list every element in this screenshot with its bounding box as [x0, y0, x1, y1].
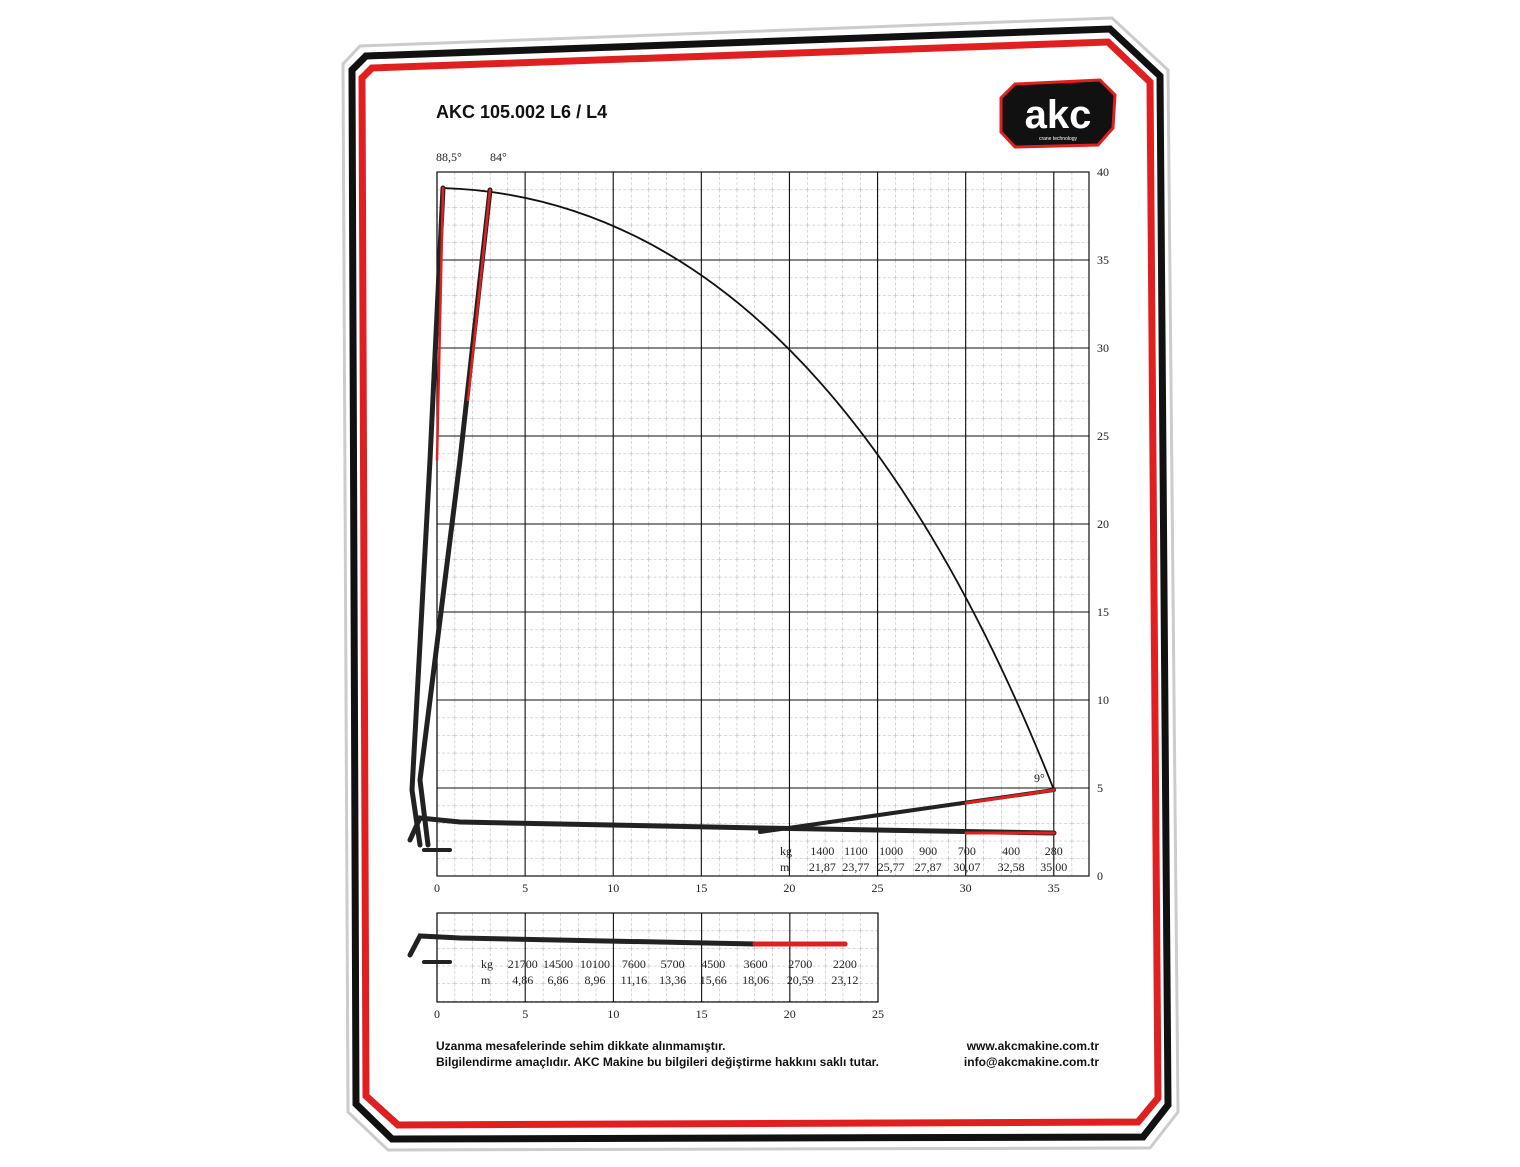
title: AKC 105.002 L6 / L4 [436, 102, 607, 122]
unit-label: kg [780, 844, 792, 858]
logo-badge [999, 78, 1117, 149]
footer-note: Uzanma mesafelerinde sehim dikkate alınm… [436, 1039, 725, 1053]
load-kg: 4500 [701, 957, 725, 971]
load-kg: 14500 [543, 957, 573, 971]
x-tick-label: 0 [434, 1007, 440, 1021]
load-kg: 700 [958, 844, 976, 858]
load-kg: 5700 [661, 957, 685, 971]
frame-black [348, 25, 1172, 1143]
contact: info@akcmakine.com.tr [964, 1055, 1099, 1069]
load-kg: 2200 [833, 957, 857, 971]
load-kg: 1100 [844, 844, 868, 858]
load-distance: 35,00 [1040, 860, 1067, 874]
load-kg: 10100 [580, 957, 610, 971]
load-distance: 23,12 [831, 973, 858, 987]
unit-label: m [481, 973, 491, 987]
x-tick-label: 35 [1048, 881, 1060, 895]
angle-label: 88,5° [436, 150, 462, 164]
logo: akc crane technology [999, 78, 1117, 149]
y-tick-label: 35 [1097, 253, 1109, 267]
y-tick-label: 30 [1097, 341, 1109, 355]
load-distance: 13,36 [659, 973, 686, 987]
load-distance: 25,77 [878, 860, 905, 874]
contact: www.akcmakine.com.tr [966, 1039, 1100, 1053]
y-tick-label: 10 [1097, 693, 1109, 707]
angle-label: 9° [1034, 771, 1045, 785]
load-distance: 6,86 [548, 973, 569, 987]
load-distance: 21,87 [809, 860, 836, 874]
footer-note: Bilgilendirme amaçlıdır. AKC Makine bu b… [436, 1055, 879, 1069]
y-tick-label: 15 [1097, 605, 1109, 619]
ext-plot-area [436, 912, 879, 1003]
load-distance: 23,77 [842, 860, 869, 874]
x-tick-label: 0 [434, 881, 440, 895]
load-distance: 11,16 [621, 973, 648, 987]
frame-red [358, 38, 1162, 1129]
load-kg: 1000 [879, 844, 903, 858]
x-tick-label: 20 [783, 881, 795, 895]
load-kg: 2700 [788, 957, 812, 971]
x-tick-label: 10 [607, 881, 619, 895]
load-distance: 30,07 [953, 860, 980, 874]
load-kg: 400 [1002, 844, 1020, 858]
x-tick-label: 5 [522, 881, 528, 895]
y-tick-label: 25 [1097, 429, 1109, 443]
logo-tagline: crane technology [1039, 136, 1078, 142]
angle-label: 84° [490, 150, 507, 164]
load-kg: 280 [1045, 844, 1063, 858]
x-tick-label: 30 [960, 881, 972, 895]
x-tick-label: 25 [872, 1007, 884, 1021]
load-distance: 4,86 [512, 973, 533, 987]
load-kg: 900 [919, 844, 937, 858]
x-tick-label: 5 [522, 1007, 528, 1021]
x-tick-label: 25 [872, 881, 884, 895]
boom-drawing [407, 185, 1057, 964]
logo-text: akc [1025, 93, 1092, 137]
load-distance: 32,58 [998, 860, 1025, 874]
load-kg: 21700 [508, 957, 538, 971]
x-tick-label: 15 [695, 881, 707, 895]
load-kg: 7600 [622, 957, 646, 971]
load-distance: 8,96 [585, 973, 606, 987]
y-tick-label: 0 [1097, 869, 1103, 883]
unit-label: m [780, 860, 790, 874]
unit-label: kg [481, 957, 493, 971]
reach-envelope [442, 187, 1055, 791]
grid-layer [436, 171, 1089, 1002]
load-distance: 20,59 [787, 973, 814, 987]
y-tick-label: 20 [1097, 517, 1109, 531]
load-kg: 3600 [744, 957, 768, 971]
x-tick-label: 20 [784, 1007, 796, 1021]
load-distance: 18,06 [742, 973, 769, 987]
x-tick-label: 15 [696, 1007, 708, 1021]
load-distance: 15,66 [700, 973, 727, 987]
load-distance: 27,87 [915, 860, 942, 874]
y-tick-label: 40 [1097, 165, 1109, 179]
label-layer: 0 5 10 15 20 25 30 35 0 5 10 15 20 25 30 35 40 kg m 1400 21,… [434, 165, 1109, 1021]
load-kg: 1400 [810, 844, 834, 858]
y-tick-label: 5 [1097, 781, 1103, 795]
x-tick-label: 10 [607, 1007, 619, 1021]
